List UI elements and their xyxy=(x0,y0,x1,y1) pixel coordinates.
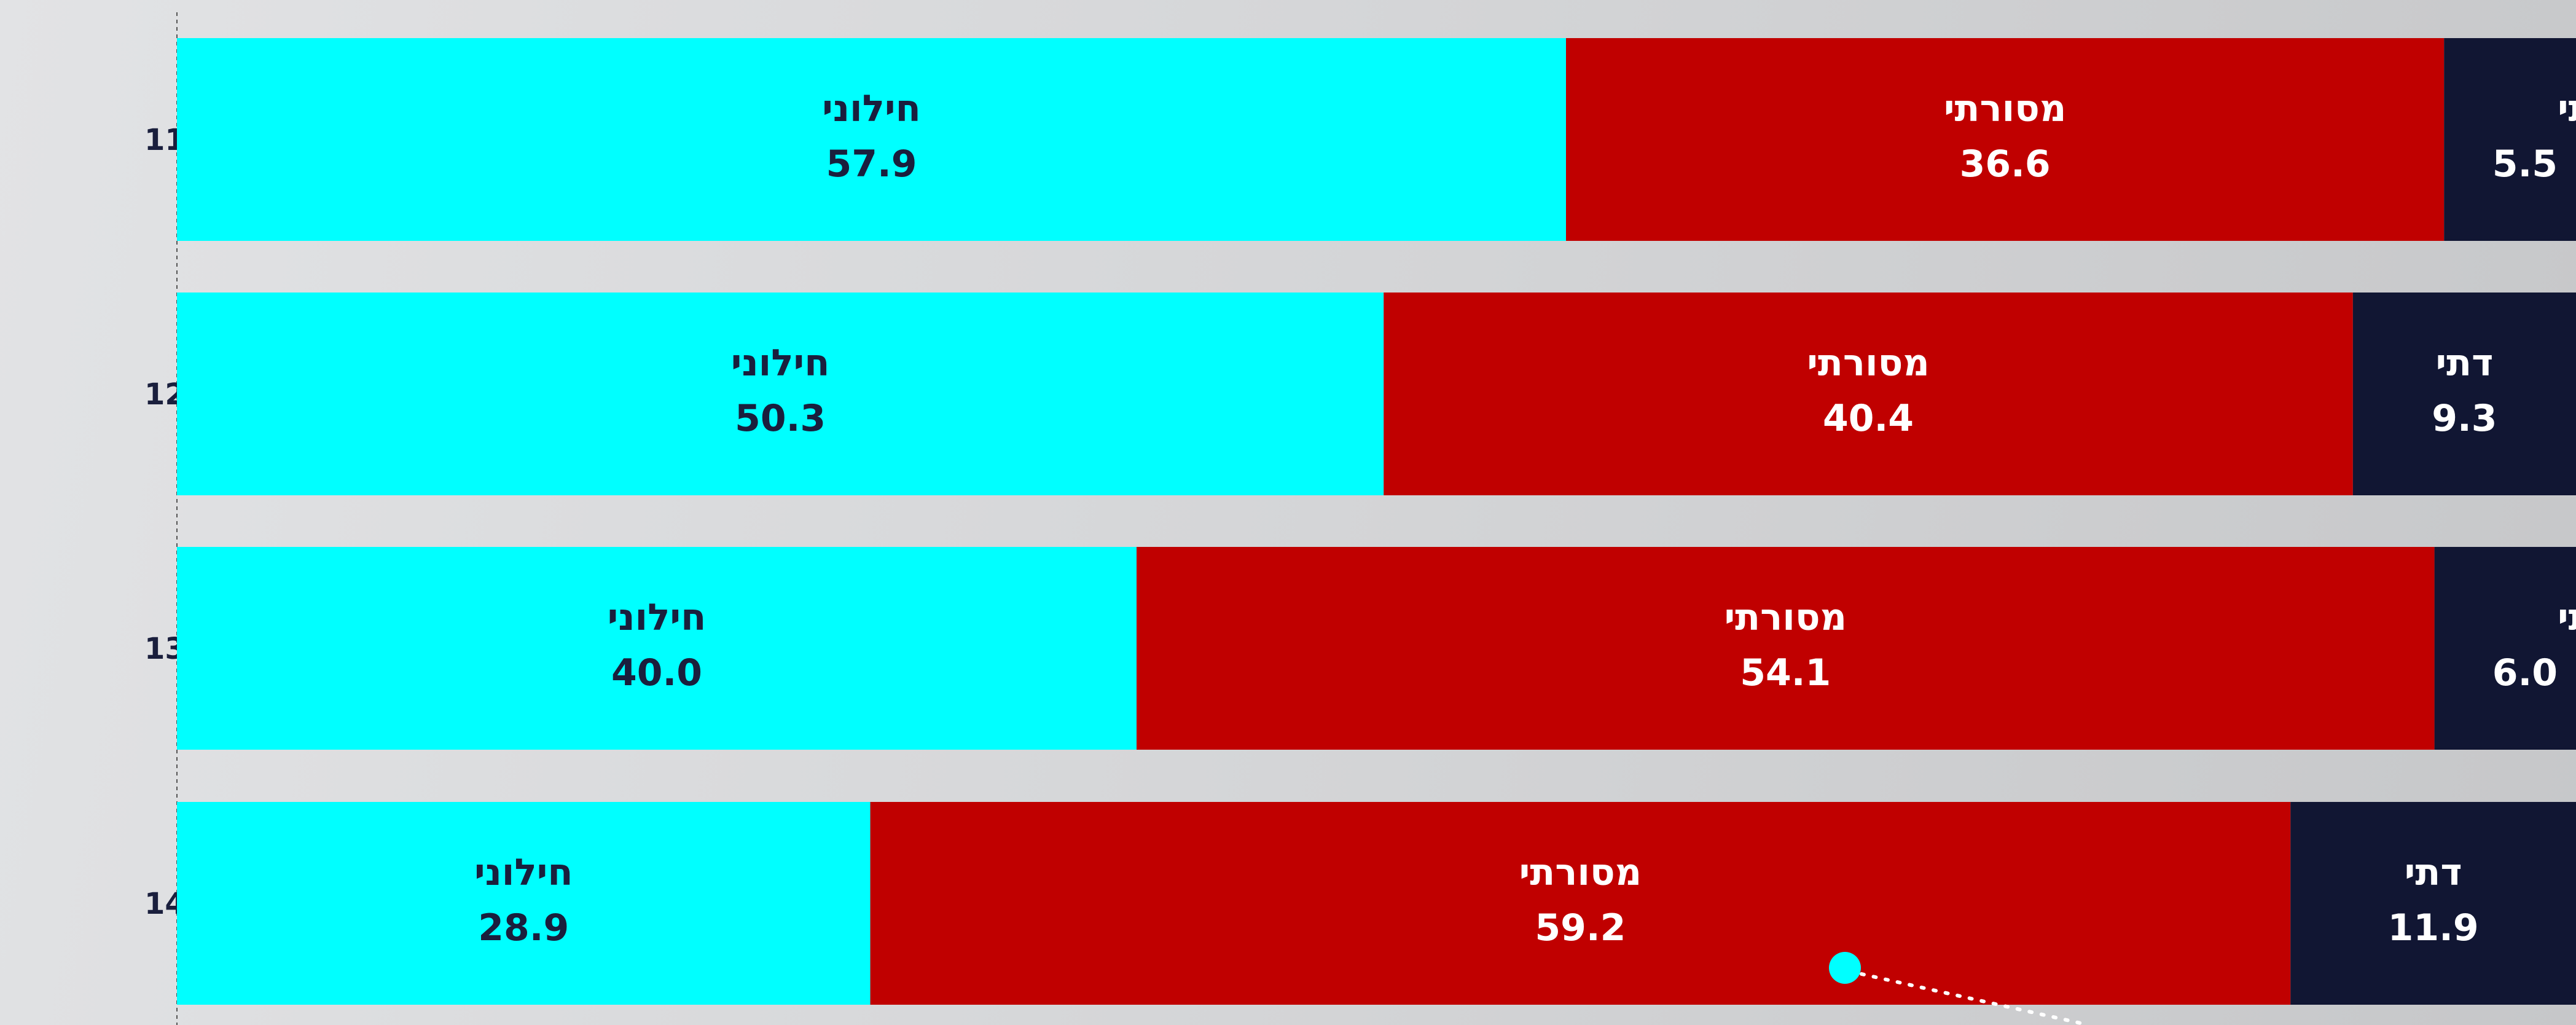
segment-name-label: מסורתי xyxy=(1807,342,1930,385)
segment-name-label: חילוני xyxy=(822,87,921,130)
annotation-marker xyxy=(1829,952,2091,1025)
bar-segment xyxy=(870,802,2291,1005)
bar-segment xyxy=(2290,802,2576,1005)
bar-segment xyxy=(1565,38,2445,241)
data-label: 36.6 xyxy=(1960,143,2051,186)
bar-segment xyxy=(177,802,871,1005)
data-label: 11.9 xyxy=(2388,906,2479,949)
bar-segment xyxy=(2434,547,2576,750)
segment-name-label: דתי xyxy=(2558,596,2576,639)
bar-segment xyxy=(1384,293,2353,495)
pointer-dotted-line xyxy=(1860,972,2091,1025)
data-label: 50.3 xyxy=(735,397,826,440)
segment-name-label: מסורתי xyxy=(1519,851,1642,894)
bar-segment xyxy=(177,293,1384,495)
segment-name-label: חילוני xyxy=(608,596,707,639)
marker-dot xyxy=(1829,952,1861,984)
bar-segment xyxy=(2352,293,2576,495)
data-label: 57.9 xyxy=(826,143,917,186)
data-label: 6.0 xyxy=(2492,651,2558,694)
segment-name-label: מסורתי xyxy=(1725,596,1847,639)
segment-name-label: מסורתי xyxy=(1944,87,2067,130)
segment-name-label: חילוני xyxy=(731,342,830,385)
bar-segment xyxy=(1137,547,2435,750)
data-label: 28.9 xyxy=(478,906,569,949)
data-label: 5.5 xyxy=(2492,143,2558,186)
bar-segment xyxy=(177,547,1137,750)
data-label: 59.2 xyxy=(1535,906,1626,949)
data-label: 40.0 xyxy=(611,651,702,694)
segment-name-label: דתי xyxy=(2405,851,2462,894)
segment-name-label: חילוני xyxy=(474,851,573,894)
bar-segment xyxy=(2444,38,2576,241)
segment-name-label: דתי xyxy=(2435,342,2493,385)
data-label: 40.4 xyxy=(1823,397,1914,440)
bar-segment xyxy=(177,38,1566,241)
data-label: 54.1 xyxy=(1740,651,1831,694)
data-label: 9.3 xyxy=(2432,397,2497,440)
segment-name-label: דתי xyxy=(2558,87,2576,130)
